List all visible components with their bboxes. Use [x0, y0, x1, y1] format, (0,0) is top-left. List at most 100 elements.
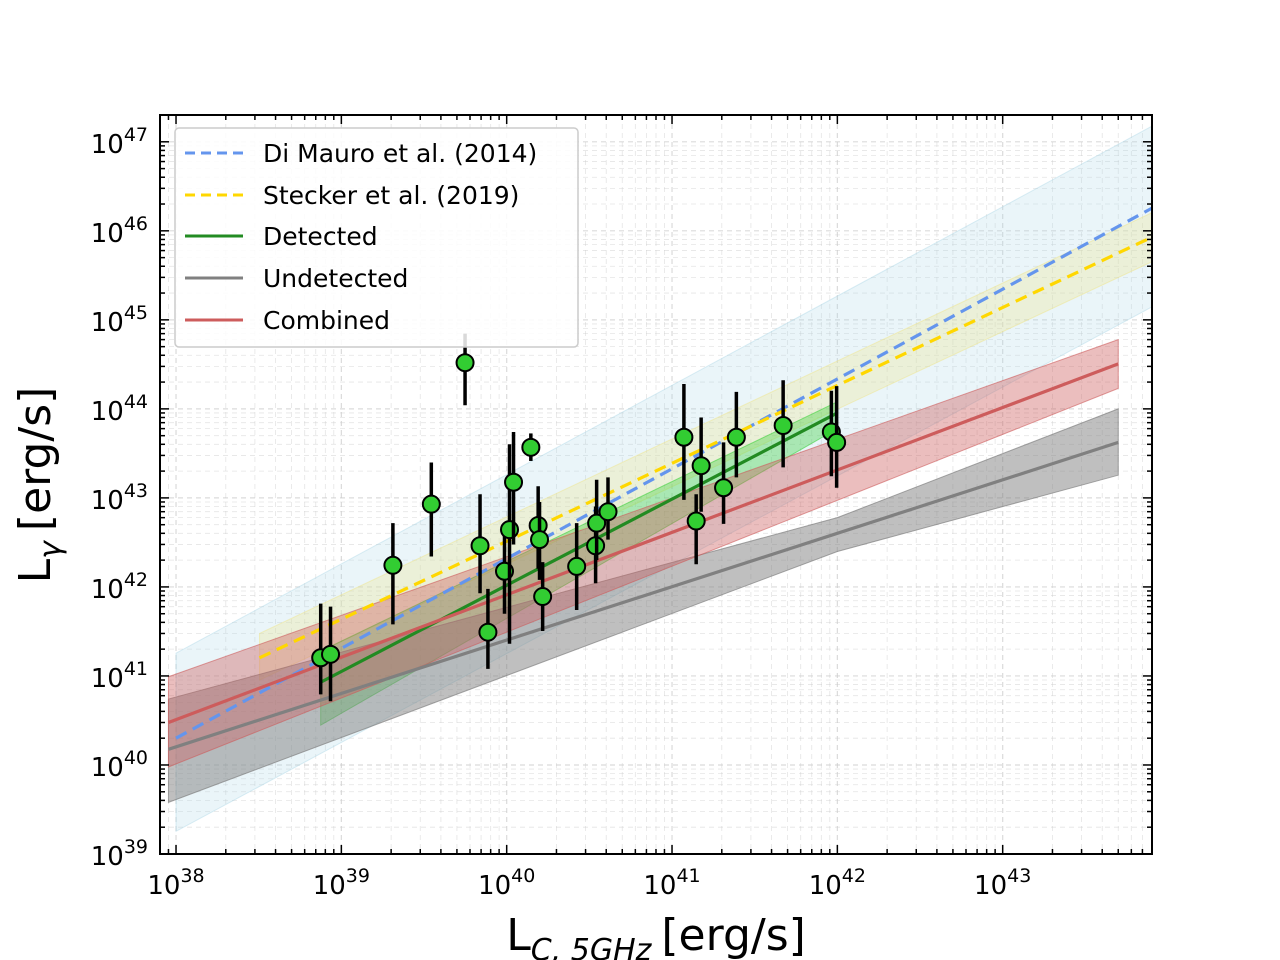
y-tick-label: 1042: [91, 569, 148, 605]
data-marker: [470, 536, 490, 556]
y-tick-base: 10: [91, 664, 124, 694]
data-marker: [504, 472, 524, 492]
data-point: [587, 479, 607, 561]
y-tick-exponent: 43: [124, 480, 148, 502]
data-marker: [421, 494, 441, 514]
legend-label-stecker: Stecker et al. (2019): [263, 181, 519, 210]
y-tick-exponent: 46: [124, 213, 148, 235]
x-tick-base: 10: [478, 871, 511, 901]
y-tick-label: 1044: [91, 391, 148, 427]
x-axis-title-main: L: [506, 910, 531, 960]
x-tick-base: 10: [313, 871, 346, 901]
data-marker: [383, 555, 403, 575]
data-point: [726, 391, 746, 478]
legend-entry-stecker: Stecker et al. (2019): [185, 181, 519, 210]
legend-label-combined: Combined: [263, 306, 390, 335]
legend-entry-undetected: Undetected: [185, 264, 408, 293]
y-axis-title-main: L: [10, 558, 61, 583]
legend-label-detected: Detected: [263, 222, 378, 251]
data-point: [674, 384, 694, 500]
data-point: [714, 442, 734, 524]
data-point: [691, 417, 711, 512]
line-undetected: [167, 440, 1119, 751]
y-tick-base: 10: [91, 219, 124, 249]
data-marker: [533, 587, 553, 607]
data-point: [383, 523, 403, 625]
data-marker: [521, 437, 541, 457]
data-point: [686, 494, 706, 565]
x-tick-exponent: 38: [180, 865, 204, 887]
line-detected: [319, 411, 839, 684]
x-tick-exponent: 41: [676, 865, 700, 887]
data-point: [567, 523, 587, 611]
data-marker: [674, 427, 694, 447]
line-di-mauro-et-al-2014: [175, 206, 1152, 740]
data-marker: [530, 530, 550, 550]
y-tick-label: 1040: [91, 747, 148, 783]
data-marker: [827, 432, 847, 452]
data-point: [827, 386, 847, 488]
y-tick-label: 1041: [91, 658, 148, 694]
y-tick-exponent: 42: [124, 569, 148, 591]
x-tick-label: 1043: [974, 865, 1031, 901]
legend-box: [174, 127, 579, 348]
legend-entry-detected: Detected: [185, 222, 378, 251]
y-tick-base: 10: [91, 486, 124, 516]
x-tick-base: 10: [643, 871, 676, 901]
data-point: [478, 588, 498, 669]
data-point: [470, 494, 490, 594]
legend-entry-di-mauro: Di Mauro et al. (2014): [185, 139, 537, 168]
data-marker: [500, 520, 520, 540]
line-stecker-et-al-2019: [258, 235, 1152, 660]
data-marker: [598, 502, 618, 522]
y-tick-exponent: 45: [124, 302, 148, 324]
x-tick-exponent: 39: [346, 865, 370, 887]
data-point: [321, 606, 341, 702]
legend-label-di-mauro: Di Mauro et al. (2014): [263, 139, 537, 168]
data-point: [504, 431, 524, 545]
x-tick-exponent: 43: [1007, 865, 1031, 887]
y-tick-exponent: 47: [124, 124, 148, 146]
x-tick-base: 10: [809, 871, 842, 901]
data-marker: [321, 644, 341, 664]
data-marker: [726, 427, 746, 447]
y-axis-title: Lγ [erg/s]: [10, 387, 68, 584]
data-marker: [691, 456, 711, 476]
y-tick-exponent: 40: [124, 747, 148, 769]
x-tick-label: 1040: [478, 865, 535, 901]
data-marker: [714, 478, 734, 498]
y-tick-base: 10: [91, 575, 124, 605]
y-tick-label: 1046: [91, 213, 148, 249]
confidence-bands: [167, 125, 1152, 833]
x-tick-exponent: 42: [842, 865, 866, 887]
y-axis-title-unit: [erg/s]: [10, 387, 61, 531]
x-tick-label: 1042: [809, 865, 866, 901]
y-tick-exponent: 44: [124, 391, 148, 413]
y-tick-base: 10: [91, 397, 124, 427]
data-point: [533, 562, 553, 631]
x-tick-label: 1038: [147, 865, 204, 901]
data-marker: [587, 513, 607, 533]
x-tick-base: 10: [974, 871, 1007, 901]
x-tick-label: 1041: [643, 865, 700, 901]
x-axis-title: LC, 5GHz [erg/s]: [506, 910, 806, 960]
data-marker: [773, 416, 793, 436]
data-point: [773, 380, 793, 468]
y-tick-base: 10: [91, 130, 124, 160]
data-point: [521, 433, 541, 461]
y-tick-label: 1047: [91, 124, 148, 160]
x-tick-exponent: 40: [511, 865, 535, 887]
data-marker: [455, 353, 475, 373]
x-tick-base: 10: [147, 871, 180, 901]
data-point: [421, 462, 441, 557]
legend-label-undetected: Undetected: [263, 264, 408, 293]
y-tick-exponent: 39: [124, 836, 148, 858]
band-combined: [167, 338, 1119, 768]
axis-ticks: 1038 1039 1040 1041 1042 10431039104010411042…: [91, 114, 1153, 901]
data-marker: [478, 622, 498, 642]
y-tick-exponent: 41: [124, 658, 148, 680]
y-tick-label: 1043: [91, 480, 148, 516]
x-axis-title-unit: [erg/s]: [661, 910, 805, 960]
data-marker: [567, 556, 587, 576]
